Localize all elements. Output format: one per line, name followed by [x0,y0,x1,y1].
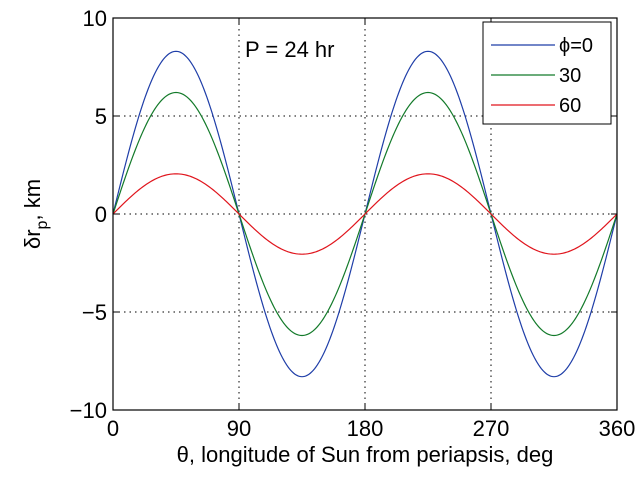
x-tick-label-90: 90 [227,416,251,441]
y-tick-label-5: 5 [95,104,107,129]
x-tick-label-270: 270 [473,416,510,441]
legend-box [482,21,612,125]
y-axis-label-unit: , km [20,179,45,221]
x-tick-label-360: 360 [599,416,636,441]
grid-lines [113,18,617,410]
legend: ϕ=0 30 60 [482,21,612,125]
legend-label-phi-0: ϕ=0 [559,35,593,57]
legend-label-30: 30 [559,65,581,87]
axis-ticks: 0 90 180 270 360 −10 −5 0 5 10 [70,6,636,441]
y-axis-label-subscript: p [34,220,51,229]
y-tick-label-10: 10 [83,6,107,31]
y-tick-label--10: −10 [70,398,107,423]
series-line-2 [112,173,618,255]
legend-label-60: 60 [559,95,581,117]
x-tick-label-180: 180 [347,416,384,441]
y-axis-label-main: δr [20,229,45,249]
x-tick-label-0: 0 [107,416,119,441]
y-axis-label: δrp, km [20,179,51,249]
y-tick-label--5: −5 [82,300,107,325]
x-axis-label: θ, longitude of Sun from periapsis, deg [177,442,554,467]
y-tick-label-0: 0 [95,202,107,227]
series-lines [112,50,618,378]
period-annotation: P = 24 hr [245,37,335,62]
